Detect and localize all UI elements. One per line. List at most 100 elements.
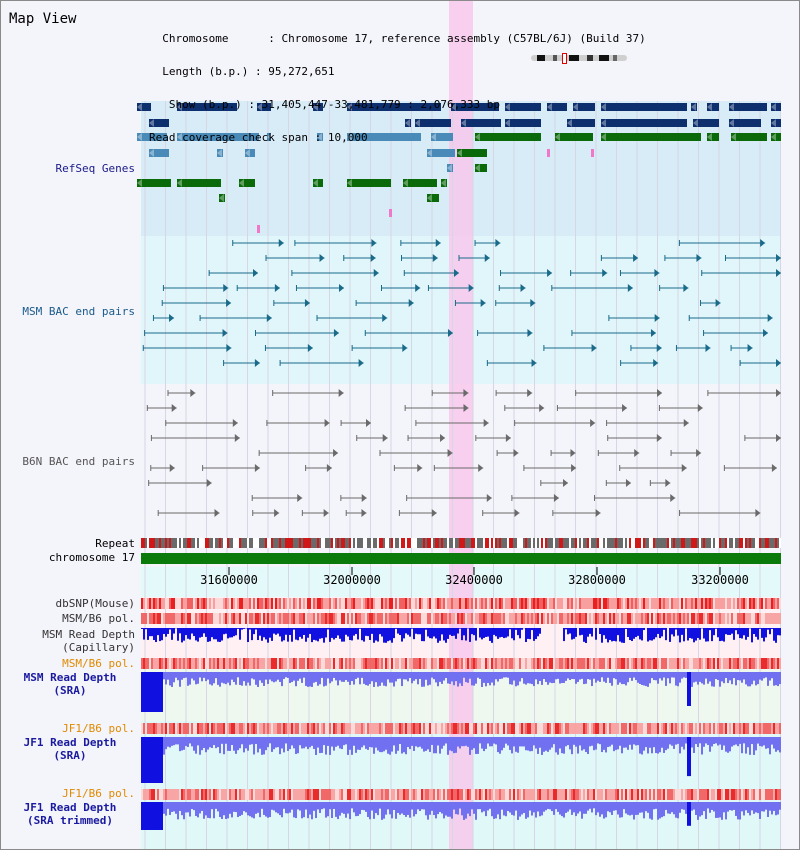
read-depth-bar [729, 628, 731, 635]
read-depth-bar [759, 802, 761, 819]
repeat-segment [729, 538, 731, 548]
read-depth-bar [417, 802, 419, 810]
read-depth-bar [469, 737, 471, 755]
read-depth-bar [597, 672, 599, 681]
polymorphism-cell [321, 723, 323, 734]
polymorphism-cell [185, 658, 187, 669]
polymorphism-cell [455, 613, 457, 624]
repeat-segment [419, 538, 421, 548]
polymorphism-cell [243, 658, 245, 669]
repeat-segment [217, 538, 219, 548]
read-depth-bar [227, 737, 229, 751]
polymorphism-cell [645, 613, 647, 624]
polymorphism-cell [303, 723, 305, 734]
read-depth-bar [281, 672, 283, 687]
polymorphism-cell [287, 598, 289, 609]
polymorphism-cell [179, 658, 181, 669]
read-depth-bar [213, 628, 215, 640]
polymorphism-cell [549, 723, 551, 734]
bac-end-right [767, 314, 773, 322]
polymorphism-cell [219, 598, 221, 609]
read-depth-bar [623, 802, 625, 810]
polymorphism-cell [223, 598, 225, 609]
polymorphism-cell [375, 658, 377, 669]
read-depth-bar [539, 628, 541, 634]
read-depth-bar [475, 737, 477, 754]
polymorphism-cell [353, 613, 355, 624]
polymorphism-cell [467, 723, 469, 734]
repeat-segment [409, 538, 411, 548]
polymorphism-cell [225, 613, 227, 624]
read-depth-bar [341, 628, 343, 642]
polymorphism-cell [229, 723, 231, 734]
read-depth-bar [239, 802, 241, 817]
polymorphism-cell [767, 613, 769, 624]
polymorphism-cell [149, 723, 151, 734]
gene-block [461, 119, 501, 127]
read-depth-bar [585, 802, 587, 814]
read-depth-bar [573, 737, 575, 745]
polymorphism-cell [263, 723, 265, 734]
read-depth-bar [463, 802, 465, 820]
polymorphism-cell [719, 789, 721, 800]
polymorphism-cell [521, 658, 523, 669]
polymorphism-cell [653, 613, 655, 624]
polymorphism-cell [381, 658, 383, 669]
polymorphism-cell [585, 613, 587, 624]
bac-end-right [776, 389, 781, 397]
read-depth-bar [449, 737, 451, 751]
repeat-segment [345, 538, 347, 548]
polymorphism-cell [677, 598, 679, 609]
read-depth-bar [359, 737, 361, 750]
read-depth-bar [321, 802, 323, 810]
gene-strand-arrow [555, 133, 560, 141]
polymorphism-cell [653, 789, 655, 800]
read-depth-bar [641, 802, 643, 813]
read-depth-bar [541, 672, 543, 685]
read-depth-bar [739, 737, 741, 744]
bac-end-right [602, 269, 608, 277]
polymorphism-cell [751, 613, 753, 624]
read-depth-bar [255, 802, 257, 814]
show-label: Show (b.p.) [168, 98, 242, 111]
bac-end-right [206, 479, 212, 487]
polymorphism-cell [483, 613, 485, 624]
bac-end-right [226, 299, 232, 307]
polymorphism-cell [745, 658, 747, 669]
polymorphism-cell [231, 658, 233, 669]
repeat-segment [181, 538, 183, 548]
read-depth-bar [453, 737, 455, 754]
read-depth-bar [271, 802, 273, 810]
read-depth-bar [383, 628, 385, 643]
read-depth-bar [537, 802, 539, 812]
read-depth-bar [369, 628, 371, 640]
read-depth-bar [349, 737, 351, 750]
read-depth-bar [573, 628, 575, 639]
polymorphism-cell [655, 613, 657, 624]
polymorphism-cell [379, 789, 381, 800]
polymorphism-cell [315, 598, 317, 609]
read-depth-bar [353, 737, 355, 746]
bac-end-right [365, 419, 371, 427]
read-depth-bar [293, 628, 295, 630]
polymorphism-cell [319, 598, 321, 609]
polymorphism-cell [411, 598, 413, 609]
polymorphism-cell [681, 613, 683, 624]
read-depth-bar [167, 672, 169, 680]
read-depth-bar [697, 628, 699, 638]
polymorphism-cell [721, 723, 723, 734]
chromosome-ideogram[interactable] [531, 53, 627, 64]
polymorphism-cell [705, 613, 707, 624]
read-depth-bar [623, 672, 625, 685]
gene-block [447, 164, 453, 172]
read-depth-bar [235, 802, 237, 813]
read-depth-bar [263, 628, 265, 638]
repeat-segment [447, 538, 449, 548]
polymorphism-cell [185, 789, 187, 800]
read-depth-bar [645, 802, 647, 812]
read-depth-bar [283, 737, 285, 753]
polymorphism-cell [663, 658, 665, 669]
polymorphism-cell [575, 723, 577, 734]
read-depth-bar [253, 672, 255, 680]
polymorphism-cell [145, 613, 147, 624]
